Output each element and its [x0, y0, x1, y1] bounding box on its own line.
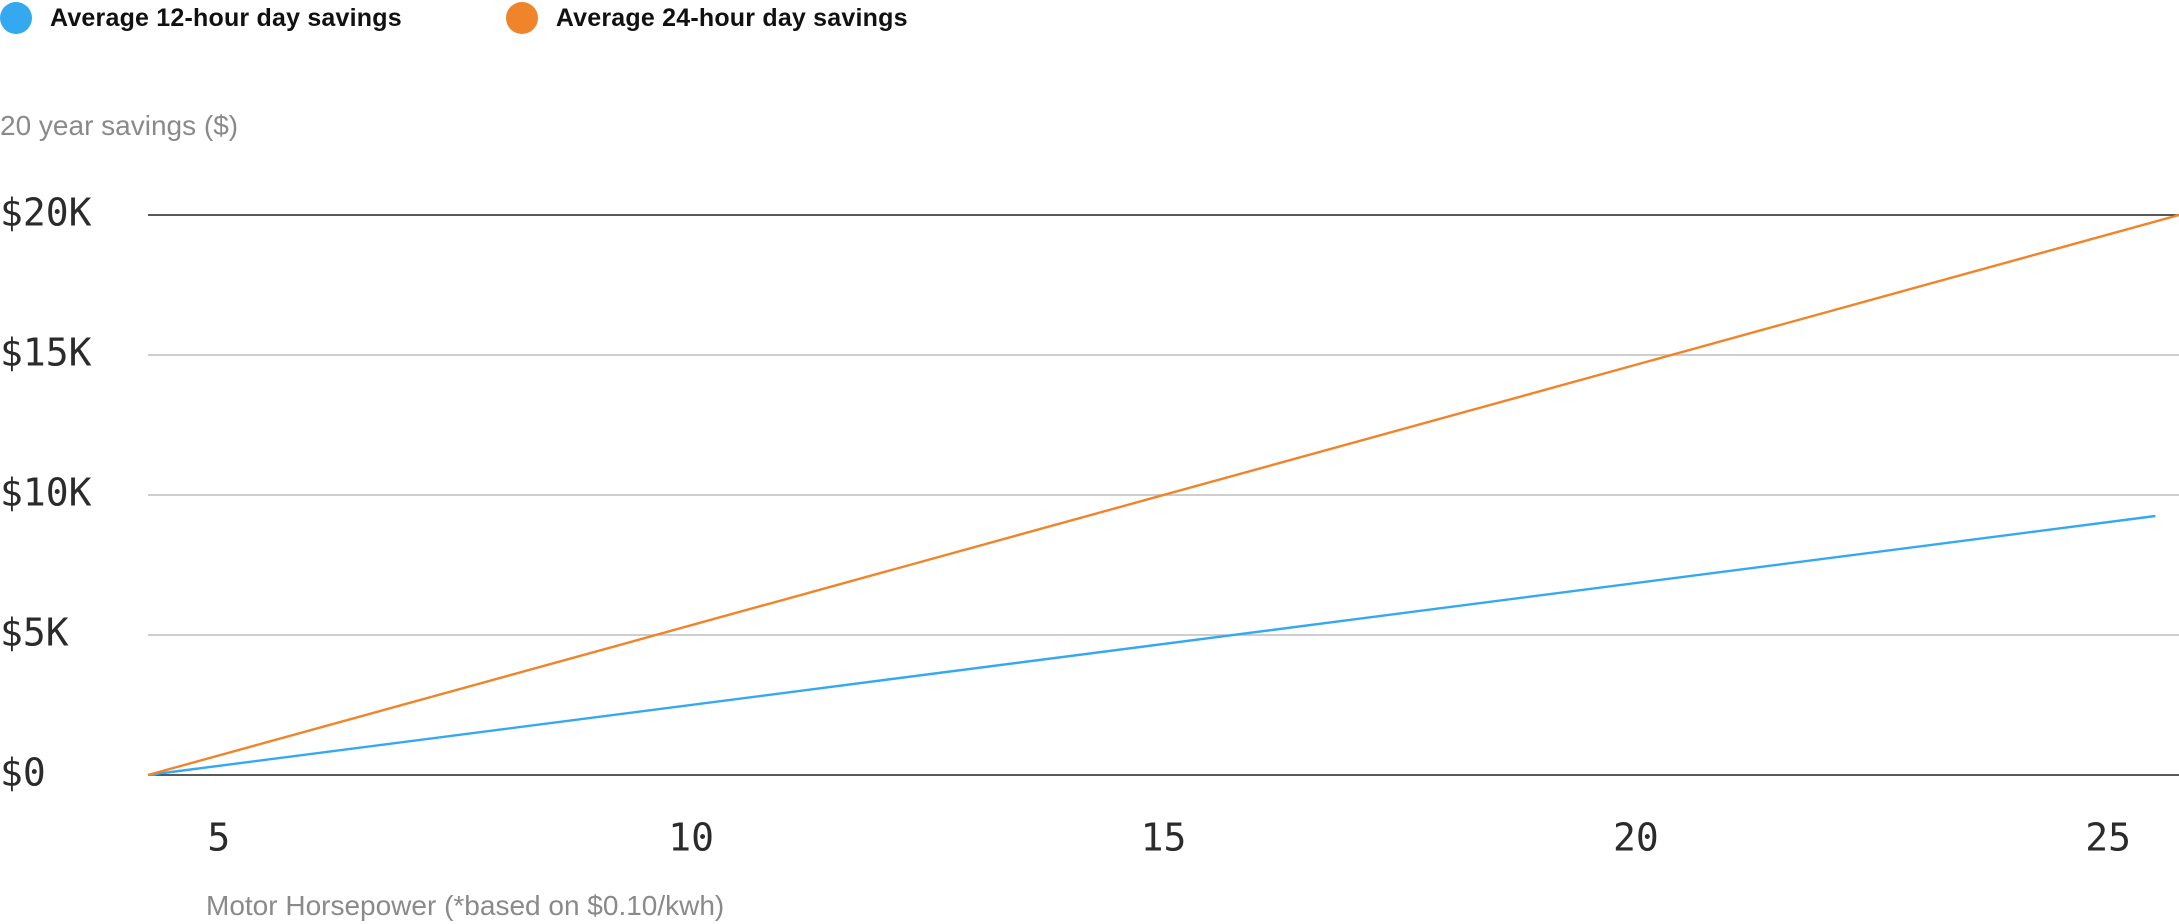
y-tick-label: $10K — [0, 471, 92, 515]
legend-item-24-hour: Average 24-hour day savings — [505, 2, 908, 34]
y-tick-label: $15K — [0, 331, 92, 375]
legend-swatch-24-hour — [505, 2, 538, 34]
series-line-2 — [147, 213, 2179, 777]
x-tick-label: 15 — [1141, 816, 1187, 860]
x-tick-label: 25 — [2085, 816, 2131, 860]
y-tick-label: $20K — [0, 191, 92, 235]
y-tick-label: $0 — [0, 751, 46, 795]
legend-label-12-hour: Average 12-hour day savings — [50, 3, 402, 32]
series-line-1 — [147, 514, 2156, 777]
legend: Average 12-hour day savings Average 24-h… — [0, 0, 1012, 36]
x-tick-label: 10 — [668, 816, 714, 860]
x-tick-label: 5 — [207, 816, 230, 860]
legend-label-24-hour: Average 24-hour day savings — [555, 3, 908, 32]
legend-swatch-12-hour — [0, 2, 32, 34]
y-tick-label: $5K — [0, 611, 69, 655]
y-axis-title: 20 year savings ($) — [0, 110, 239, 141]
x-axis-title: Motor Horsepower (*based on $0.10/kwh) — [206, 890, 725, 921]
x-tick-label: 20 — [1613, 816, 1659, 860]
legend-item-12-hour: Average 12-hour day savings — [0, 2, 402, 34]
